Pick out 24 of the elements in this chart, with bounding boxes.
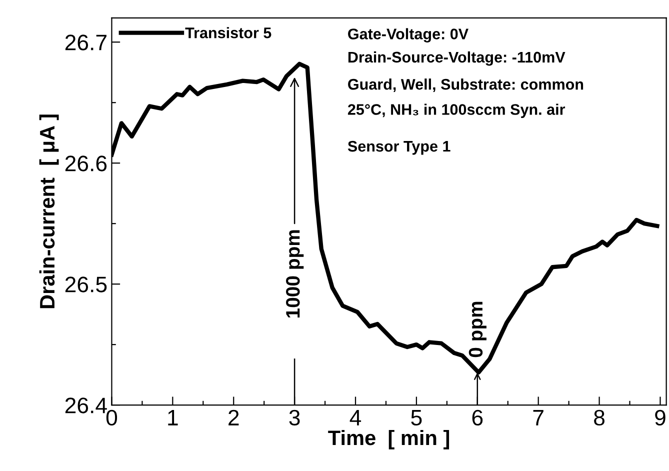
- annotation: Drain-Source-Voltage: -110mV: [348, 51, 566, 66]
- x-tick-label: 2: [228, 410, 239, 426]
- annotation: Guard, Well, Substrate: common: [348, 78, 584, 92]
- x-tick-label: 8: [594, 410, 604, 426]
- annotation: 1000 ppm: [286, 230, 304, 318]
- y-tick-label: 26.6: [65, 156, 107, 172]
- x-tick-label: 1: [168, 410, 178, 426]
- y-tick-label: 26.4: [65, 398, 107, 414]
- x-tick-label: 7: [533, 410, 544, 426]
- x-tick-label: 6: [472, 410, 483, 426]
- x-tick-label: 4: [350, 410, 362, 426]
- y-tick-label: 26.5: [65, 276, 107, 292]
- annotation: Gate-Voltage: 0V: [348, 28, 468, 42]
- y-axis-title: Drain-current [ μA ]: [39, 114, 59, 308]
- legend-label: Transistor 5: [185, 27, 272, 38]
- x-tick-label: 0: [106, 410, 118, 426]
- x-tick-label: 9: [655, 410, 666, 426]
- x-axis-title: Time [ min ]: [328, 430, 450, 450]
- x-tick-label: 3: [289, 410, 300, 426]
- x-tick-label: 5: [411, 410, 422, 426]
- annotation: Sensor Type 1: [348, 140, 450, 155]
- annotation: 25°C, NH₃ in 100sccm Syn. air: [348, 104, 566, 118]
- annotation: 0 ppm: [468, 302, 486, 358]
- y-tick-label: 26.7: [65, 34, 106, 50]
